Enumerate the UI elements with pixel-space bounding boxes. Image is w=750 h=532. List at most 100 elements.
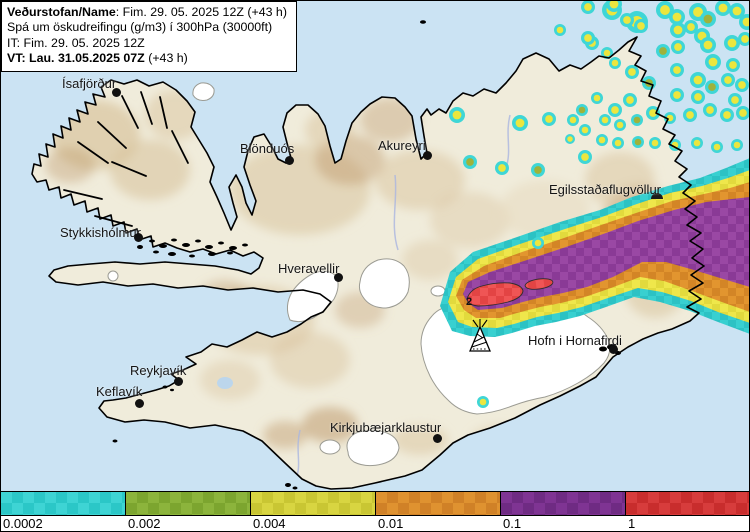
info-line-issued: Veðurstofan/Name: Fim. 29. 05. 2025 12Z … — [7, 5, 291, 20]
ash-speckle-core — [593, 94, 601, 102]
place-label: Stykkishólmur — [60, 225, 141, 240]
ash-speckle-core — [614, 139, 622, 147]
place-dot — [174, 377, 183, 386]
ash-speckle-core — [479, 398, 487, 406]
ash-speckle-core — [611, 59, 619, 67]
ash-speckle-core — [693, 75, 703, 85]
ash-speckle-core — [616, 121, 624, 129]
lake-thingvallavatn — [217, 377, 233, 389]
place-dot — [135, 399, 144, 408]
ash-speckle-core — [578, 106, 586, 114]
info-line-it: IT: Fim. 29. 05. 2025 12Z — [7, 35, 145, 50]
colorbar-value: 0.01 — [378, 516, 404, 531]
ash-speckle-core — [672, 12, 682, 22]
ash-speckle-core — [581, 126, 589, 134]
place-dot — [134, 233, 143, 242]
colorbar-value: 0.0002 — [3, 516, 43, 531]
ash-speckle-core — [515, 118, 525, 128]
ash-speckle-core — [545, 115, 553, 123]
ash-speckle-core — [581, 153, 589, 161]
ash-speckle-core — [569, 116, 577, 124]
ash-speckle-core — [729, 61, 737, 69]
place-label: Kirkjubæjarklaustur — [330, 420, 442, 435]
ash-speckle-core — [534, 239, 542, 247]
ash-speckle-core — [651, 139, 659, 147]
ash-speckle-core — [660, 5, 670, 15]
ash-speckle-core — [687, 23, 695, 31]
info-line-vt: VT: Lau. 31.05.2025 07Z (+43 h) — [7, 51, 291, 66]
ash-speckle-core — [659, 47, 667, 55]
plume-max-label: 2 — [466, 296, 473, 308]
glacier-drangajokull — [192, 82, 215, 101]
colorbar-segment — [1, 492, 126, 515]
place-dot — [334, 273, 343, 282]
ash-speckle-core — [601, 116, 609, 124]
glacier-hofsjokull — [358, 258, 410, 309]
info-line-product: Spá um öskudreifingu (g/m3) í 300hPa (30… — [7, 20, 273, 35]
place-label: Reykjavík — [130, 363, 187, 378]
ash-speckle-core — [584, 3, 592, 11]
glacier-myrdalsjokull — [346, 429, 400, 467]
ash-speckle-core — [584, 34, 592, 42]
ash-speckle-core — [713, 143, 721, 151]
place-label: Keflavík — [96, 384, 143, 399]
ash-speckle-core — [703, 14, 713, 24]
place-dot — [285, 156, 294, 165]
ash-speckle-core — [567, 136, 573, 142]
volcano-icon — [469, 319, 491, 352]
ash-speckle-core — [649, 109, 657, 117]
ash-plume — [440, 158, 750, 337]
speckles-layer — [449, 0, 750, 408]
ash-speckle-core — [452, 110, 462, 120]
ash-speckle-core — [693, 7, 703, 17]
ash-speckle-core — [498, 164, 506, 172]
ash-speckle-core — [731, 96, 739, 104]
fjord-detail-lines — [63, 91, 189, 227]
ash-speckle-core — [738, 81, 746, 89]
valid-offset: (+43 h) — [144, 51, 188, 66]
plume-core-red-2 — [524, 278, 554, 290]
ash-speckle-core — [724, 76, 732, 84]
ash-speckle-core — [686, 111, 694, 119]
ash-speckle-core — [534, 166, 542, 174]
colorbar-value: 0.1 — [503, 516, 522, 531]
concentration-colorbar: 0.0002 0.002 0.004 0.01 0.1 1 — [0, 491, 750, 532]
ash-speckle-core — [718, 3, 728, 13]
ash-speckle-core — [634, 138, 642, 146]
place-label: Egilsstaðaflugvöllur — [549, 182, 662, 197]
colorbar-labels: 0.0002 0.002 0.004 0.01 0.1 1 — [0, 516, 750, 532]
ash-speckle-core — [673, 66, 681, 74]
ash-speckle-core — [603, 49, 611, 57]
glacier-snaefellsjokull — [107, 270, 119, 282]
place-label: Hveravellir — [278, 261, 340, 276]
place-dot — [112, 88, 121, 97]
ash-speckle-core — [628, 68, 636, 76]
colorbar-segment — [626, 492, 750, 515]
ash-speckle-core — [466, 158, 474, 166]
ash-speckle-core — [706, 106, 714, 114]
place-label: Ísafjörður — [62, 76, 117, 91]
ash-speckle-core — [703, 40, 713, 50]
ash-speckle-core — [673, 25, 683, 35]
ash-speckle-core — [694, 93, 702, 101]
issuer-label: Veðurstofan/Name — [7, 5, 116, 19]
valid-time: VT: Lau. 31.05.2025 07Z — [7, 51, 145, 66]
ash-speckle-core — [674, 43, 682, 51]
ash-speckle-core — [708, 57, 718, 67]
colorbar-value: 0.004 — [253, 516, 286, 531]
place-dot — [433, 434, 442, 443]
ash-speckle-core — [742, 17, 750, 27]
ash-speckle-core — [741, 35, 749, 43]
forecast-info-box: Veðurstofan/Name: Fim. 29. 05. 2025 12Z … — [1, 1, 297, 72]
ash-speckle-core — [708, 83, 716, 91]
ash-speckle-core — [556, 26, 564, 34]
colorbar-band — [0, 491, 750, 516]
place-dot — [423, 151, 432, 160]
ash-speckle-core — [598, 136, 606, 144]
ash-speckle-core — [611, 106, 619, 114]
ash-speckle-core — [623, 16, 631, 24]
ash-speckle-core — [732, 6, 742, 16]
ash-speckle-core — [727, 38, 737, 48]
